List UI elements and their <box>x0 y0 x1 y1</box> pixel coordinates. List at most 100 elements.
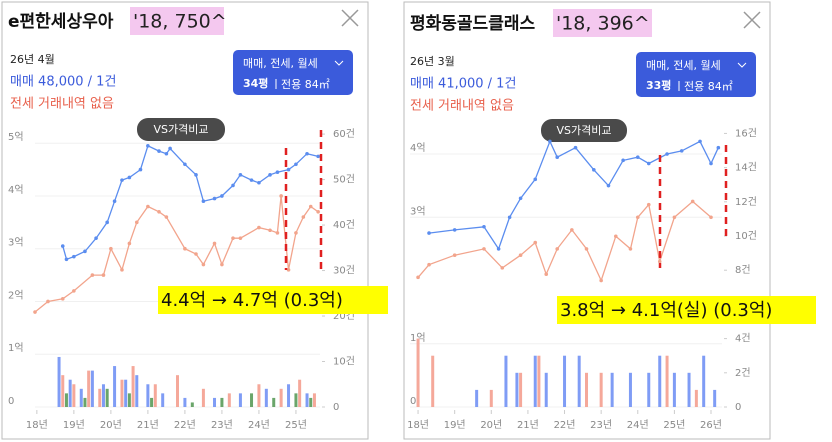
price-point <box>533 240 538 245</box>
price-point <box>709 215 713 220</box>
filter: 매매, 전세, 월세 <box>243 57 318 70</box>
price-point <box>112 199 117 204</box>
compare-button[interactable] <box>541 119 627 142</box>
area: 전용 84㎡ <box>281 78 330 91</box>
price-point <box>72 289 76 293</box>
price-point <box>416 275 420 280</box>
volume-bar <box>272 397 276 407</box>
price-point <box>286 268 291 272</box>
volume-bar <box>515 372 519 407</box>
volume-bar <box>257 384 261 407</box>
annotation: 4.4억 → 4.7억 (0.3억) <box>161 290 343 311</box>
price-point <box>496 247 501 251</box>
date: 26년 4월 <box>10 53 55 66</box>
price-point <box>672 215 677 220</box>
price-point <box>83 249 87 254</box>
volume-bar <box>57 356 61 407</box>
price-point <box>507 215 512 220</box>
compare-label: VS가격비교 <box>154 123 209 136</box>
price-point <box>452 228 457 232</box>
y-tick-label: 3억 <box>8 237 24 249</box>
volume-bar <box>68 379 72 407</box>
x-tick-label: 23년 <box>211 419 233 431</box>
price-point <box>257 180 261 185</box>
y-tick-label: 3억 <box>410 205 426 217</box>
y2-tick-label: 10건 <box>735 230 757 242</box>
price-point <box>127 175 132 180</box>
volume-bar <box>665 355 669 407</box>
volume-bar <box>146 384 150 407</box>
y-tick-label: 2억 <box>8 289 24 301</box>
volume-bar <box>190 402 194 407</box>
price-point <box>109 246 113 251</box>
jeonse-info: 전세 거래내역 없음 <box>10 97 114 112</box>
price-point <box>308 204 313 209</box>
filter-dropdown[interactable] <box>233 50 353 95</box>
volume-bar <box>150 397 154 407</box>
price-point <box>60 244 65 248</box>
price-point <box>316 154 320 159</box>
price-point <box>220 194 224 198</box>
close-icon[interactable] <box>743 11 761 29</box>
volume-bar <box>64 393 68 407</box>
price-point <box>146 204 150 209</box>
price-point <box>614 234 618 239</box>
price-point <box>657 259 662 264</box>
price-point <box>599 278 603 283</box>
y2-tick-label: 12건 <box>735 196 757 208</box>
volume-bar <box>176 375 179 407</box>
volume-bar <box>489 389 493 407</box>
volume-bar <box>305 393 309 407</box>
volume-bar <box>250 393 254 407</box>
volume-bar <box>537 355 541 407</box>
title: e편한세상우아 <box>8 12 114 32</box>
y2-tick-label: 30건 <box>333 265 355 277</box>
price-point <box>33 310 37 314</box>
volume-bar <box>279 388 283 407</box>
price-point <box>533 177 538 182</box>
volume-bar <box>87 370 91 407</box>
volume-bar <box>183 397 187 407</box>
volume-bar <box>628 372 632 407</box>
volume-bar <box>610 372 614 407</box>
compare-button[interactable] <box>137 118 225 141</box>
price-point <box>635 155 640 159</box>
x-tick-label: 22년 <box>554 419 576 431</box>
area: 전용 84㎡ <box>684 80 733 93</box>
volume-bar <box>687 372 691 407</box>
price-point <box>316 209 320 214</box>
price-point <box>105 220 109 225</box>
volume-bar <box>61 375 65 407</box>
y-tick-label: 0 <box>410 396 416 407</box>
volume-bar <box>577 355 581 407</box>
pyeong: 34평 <box>243 76 268 90</box>
y2-tick-label: 14건 <box>735 162 757 174</box>
filter-dropdown[interactable] <box>636 52 756 97</box>
price-point <box>257 225 261 230</box>
price-line <box>428 139 719 251</box>
price-point <box>231 236 235 240</box>
price-point <box>94 236 98 240</box>
price-point <box>305 151 309 156</box>
price-point <box>64 257 69 262</box>
price-point <box>500 266 505 270</box>
price-point <box>249 178 254 182</box>
price-point <box>268 173 272 177</box>
x-tick-label: 20년 <box>100 419 122 431</box>
y-tick-label: 0 <box>8 396 14 407</box>
date: 26년 3월 <box>410 55 455 68</box>
volume-bar <box>101 384 105 407</box>
x-tick-label: 18년 <box>407 419 429 431</box>
volume-bar <box>83 397 87 407</box>
price-point <box>120 268 124 272</box>
volume-bar <box>220 397 224 407</box>
price-point <box>238 173 243 177</box>
volume-bar <box>72 384 76 407</box>
volume-bar <box>585 372 589 407</box>
price-point <box>621 158 625 163</box>
volume-bar <box>131 366 135 407</box>
price-point <box>646 161 651 166</box>
note-highlight <box>553 9 652 37</box>
close-icon[interactable] <box>341 9 359 27</box>
volume-bar <box>431 355 435 407</box>
